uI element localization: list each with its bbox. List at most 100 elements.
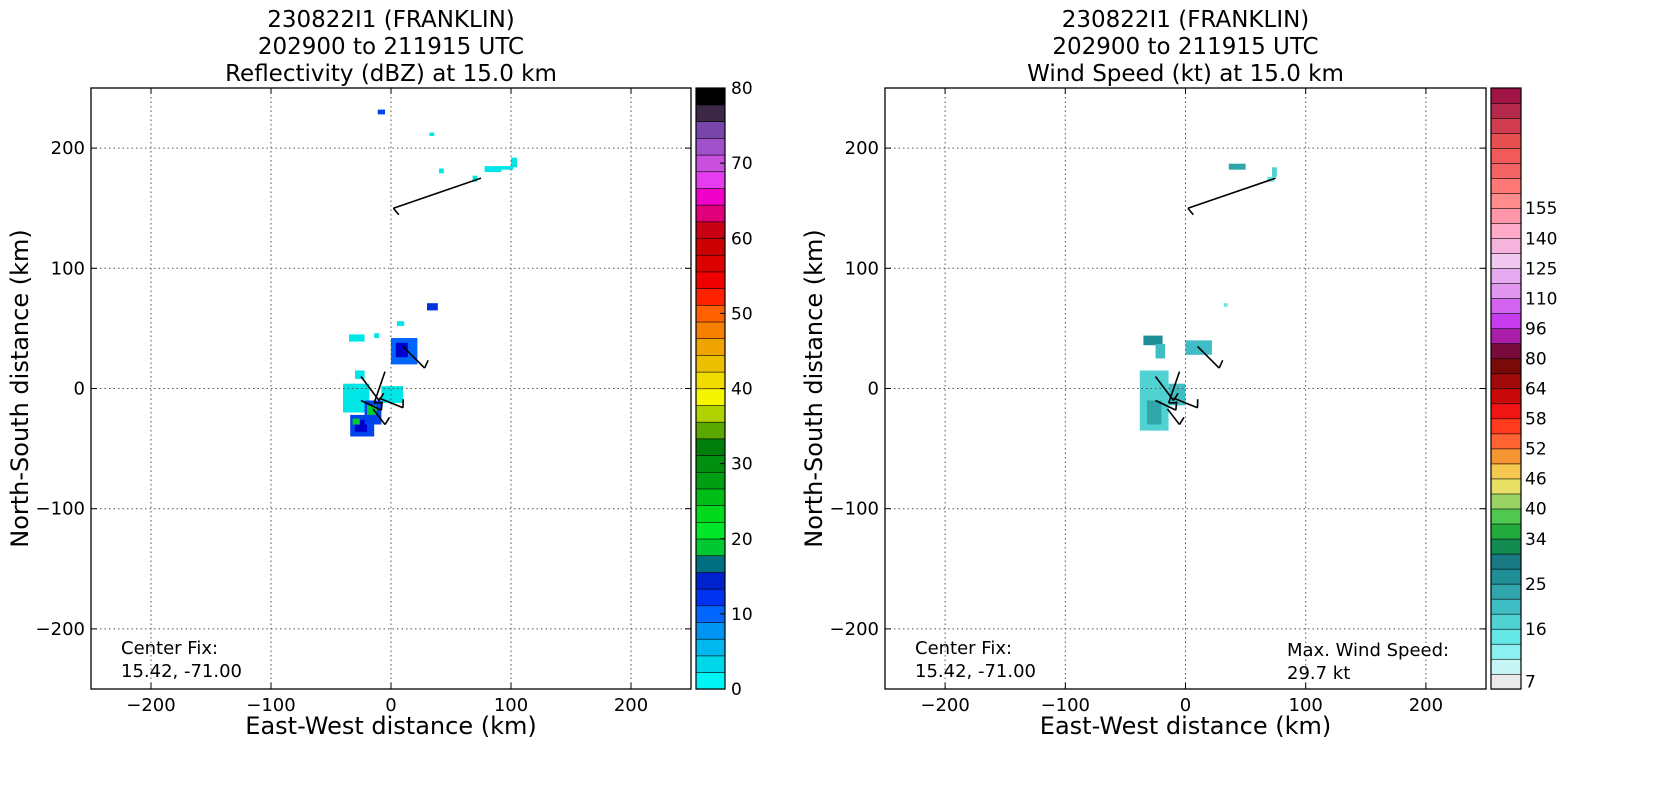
colorbar-segment [1491,268,1521,283]
colorbar-segment [1491,404,1521,419]
data-cell [1143,336,1162,346]
colorbar-segment [1491,313,1521,328]
center-fix-value: 15.42, -71.00 [121,661,242,682]
wind-barb-flag [1188,208,1193,215]
colorbar-tick-label: 80 [1525,349,1547,369]
colorbar-segment [1491,659,1521,674]
center-fix-label: Center Fix: [915,638,1012,659]
x-tick-label: −200 [126,695,175,716]
colorbar-segment [1491,298,1521,313]
colorbar-segment [696,121,725,138]
colorbar-segment [696,672,725,689]
data-cell [1229,164,1246,170]
colorbar-segment [696,322,725,339]
colorbar-tick-label: 80 [731,79,753,99]
colorbar-segment [1491,373,1521,388]
colorbar-tick-label: 50 [731,304,753,324]
colorbar-segment [696,389,725,406]
colorbar-tick-label: 70 [731,154,753,174]
data-cell [349,334,365,341]
data-cell [1272,167,1277,177]
colorbar-segment [1491,223,1521,238]
wind-barb-flag [425,360,429,368]
colorbar-tick-label: 52 [1525,440,1547,460]
y-tick-label: 100 [845,258,879,279]
colorbar-segment [696,539,725,556]
colorbar-segment [1491,479,1521,494]
center-fix-label: Center Fix: [121,638,218,659]
colorbar-segment [696,205,725,222]
colorbar-segment [1491,208,1521,223]
data-cell [397,321,404,326]
colorbar-tick-label: 30 [731,455,753,475]
colorbar-segment [1491,133,1521,148]
x-tick-label: 200 [1409,695,1443,716]
wind-barb [1167,409,1179,425]
colorbar-tick-label: 0 [731,680,742,700]
data-cell [1147,401,1161,425]
colorbar-segment [696,138,725,155]
wind-barb [393,178,481,208]
colorbar-tick-label: 25 [1525,575,1547,595]
colorbar-segment [696,171,725,188]
max-wind-value: 29.7 kt [1287,663,1350,684]
colorbar-segment [696,188,725,205]
data-field [1140,164,1277,431]
chart-title-line-2: 202900 to 211915 UTC [258,34,524,60]
colorbar-segment [1491,494,1521,509]
colorbar-segment [1491,464,1521,479]
colorbar-tick-label: 125 [1525,259,1557,279]
wind-barb [1188,178,1276,208]
colorbar-tick-label: 110 [1525,289,1557,309]
colorbar-segment [1491,419,1521,434]
colorbar-segment [1491,148,1521,163]
data-cell [429,133,434,137]
colorbar-segment [696,589,725,606]
colorbar-segment [696,405,725,422]
data-cell [511,158,517,168]
colorbar-segment [1491,118,1521,133]
colorbar-segment [696,88,725,105]
chart-title-line-1: 230822I1 (FRANKLIN) [267,7,515,33]
colorbar-tick-label: 10 [731,605,753,625]
wind-barb-flag [1219,360,1223,368]
wind-barb-flag [1179,417,1184,424]
y-tick-label: −100 [36,499,85,520]
wind-speed-panel: 230822I1 (FRANKLIN)202900 to 211915 UTCW… [800,7,1557,740]
colorbar-segment [696,505,725,522]
colorbar-segment [1491,178,1521,193]
colorbar-segment [1491,584,1521,599]
colorbar-segment [1491,509,1521,524]
colorbar-segment [696,639,725,656]
colorbar-segment [1491,644,1521,659]
colorbar-segment [1491,629,1521,644]
colorbar-segment [1491,554,1521,569]
colorbar-segment [696,489,725,506]
y-tick-label: 0 [74,379,85,400]
colorbar-segment [1491,328,1521,343]
colorbar-segment [696,238,725,255]
chart-title-line-2: 202900 to 211915 UTC [1052,34,1318,60]
y-axis-label: North-South distance (km) [800,229,828,548]
colorbar-tick-label: 58 [1525,410,1547,430]
x-axis-label: East-West distance (km) [1040,712,1331,740]
colorbar-segment [1491,163,1521,178]
colorbar-segment [696,656,725,673]
data-cell [427,303,438,310]
colorbar-segment [1491,599,1521,614]
colorbar-tick-label: 34 [1525,530,1547,550]
colorbar-segment [1491,343,1521,358]
colorbar-segment [696,105,725,122]
y-tick-label: −200 [830,619,879,640]
colorbar-tick-label: 96 [1525,319,1547,339]
colorbar-tick-label: 16 [1525,620,1547,640]
colorbar-segment [1491,389,1521,404]
wind-barbs [1155,178,1275,424]
colorbar-segment [696,522,725,539]
colorbar-tick-label: 140 [1525,229,1557,249]
data-cell [439,169,444,174]
wind-barbs [361,178,481,424]
colorbar-segment [696,372,725,389]
